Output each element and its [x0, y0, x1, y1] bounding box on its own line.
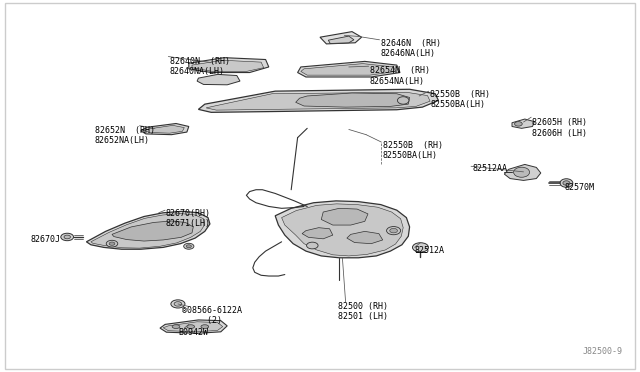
- Ellipse shape: [109, 242, 115, 246]
- Ellipse shape: [560, 179, 573, 187]
- Text: 82652N  (RH)
82652NA(LH): 82652N (RH) 82652NA(LH): [95, 126, 155, 145]
- Polygon shape: [328, 36, 354, 44]
- Ellipse shape: [174, 302, 182, 306]
- Text: 82654N  (RH)
82654NA(LH): 82654N (RH) 82654NA(LH): [370, 66, 430, 86]
- Ellipse shape: [563, 181, 570, 185]
- Polygon shape: [91, 214, 205, 248]
- Polygon shape: [189, 58, 269, 73]
- Text: 82640N  (RH)
82640NA(LH): 82640N (RH) 82640NA(LH): [170, 57, 230, 76]
- Text: J82500-9: J82500-9: [582, 347, 622, 356]
- Ellipse shape: [413, 243, 429, 252]
- Ellipse shape: [397, 97, 409, 104]
- Text: 82670J: 82670J: [31, 235, 61, 244]
- Text: 82500 (RH)
82501 (LH): 82500 (RH) 82501 (LH): [338, 302, 388, 321]
- Polygon shape: [112, 221, 193, 241]
- Polygon shape: [321, 208, 368, 225]
- Polygon shape: [301, 64, 396, 75]
- Polygon shape: [206, 92, 430, 110]
- Text: 82670(RH)
82671(LH): 82670(RH) 82671(LH): [165, 209, 210, 228]
- Ellipse shape: [307, 242, 318, 249]
- Text: 82605H (RH)
82606H (LH): 82605H (RH) 82606H (LH): [532, 118, 588, 138]
- Polygon shape: [298, 61, 400, 77]
- Ellipse shape: [387, 227, 401, 235]
- Text: 82550B  (RH)
82550BA(LH): 82550B (RH) 82550BA(LH): [430, 90, 490, 109]
- Polygon shape: [296, 93, 410, 107]
- Ellipse shape: [106, 240, 118, 247]
- Text: 82646N  (RH)
82646NA(LH): 82646N (RH) 82646NA(LH): [381, 39, 441, 58]
- Polygon shape: [282, 204, 403, 256]
- Text: 82512AA: 82512AA: [472, 164, 508, 173]
- Polygon shape: [512, 119, 534, 128]
- Ellipse shape: [390, 228, 397, 233]
- Polygon shape: [320, 32, 362, 44]
- Polygon shape: [198, 89, 438, 112]
- Polygon shape: [504, 164, 541, 180]
- Polygon shape: [302, 228, 333, 239]
- Text: B0942W: B0942W: [178, 328, 208, 337]
- Polygon shape: [141, 124, 189, 135]
- Ellipse shape: [184, 243, 194, 249]
- Polygon shape: [275, 201, 410, 258]
- Ellipse shape: [515, 122, 522, 126]
- Polygon shape: [347, 231, 383, 244]
- Ellipse shape: [61, 233, 74, 241]
- Ellipse shape: [187, 325, 195, 328]
- Polygon shape: [160, 320, 227, 333]
- Text: 82570M: 82570M: [564, 183, 595, 192]
- Polygon shape: [192, 60, 264, 71]
- Ellipse shape: [171, 300, 185, 308]
- Ellipse shape: [201, 325, 209, 328]
- Text: ®08566-6122A
     (2): ®08566-6122A (2): [182, 306, 243, 325]
- Polygon shape: [163, 322, 223, 332]
- Polygon shape: [144, 125, 184, 133]
- Polygon shape: [86, 211, 210, 249]
- Polygon shape: [197, 74, 240, 85]
- Text: 82550B  (RH)
82550BA(LH): 82550B (RH) 82550BA(LH): [383, 141, 443, 160]
- Ellipse shape: [186, 245, 191, 248]
- Ellipse shape: [64, 235, 70, 239]
- Ellipse shape: [172, 325, 180, 328]
- Ellipse shape: [513, 167, 529, 177]
- Text: 82512A: 82512A: [415, 246, 445, 255]
